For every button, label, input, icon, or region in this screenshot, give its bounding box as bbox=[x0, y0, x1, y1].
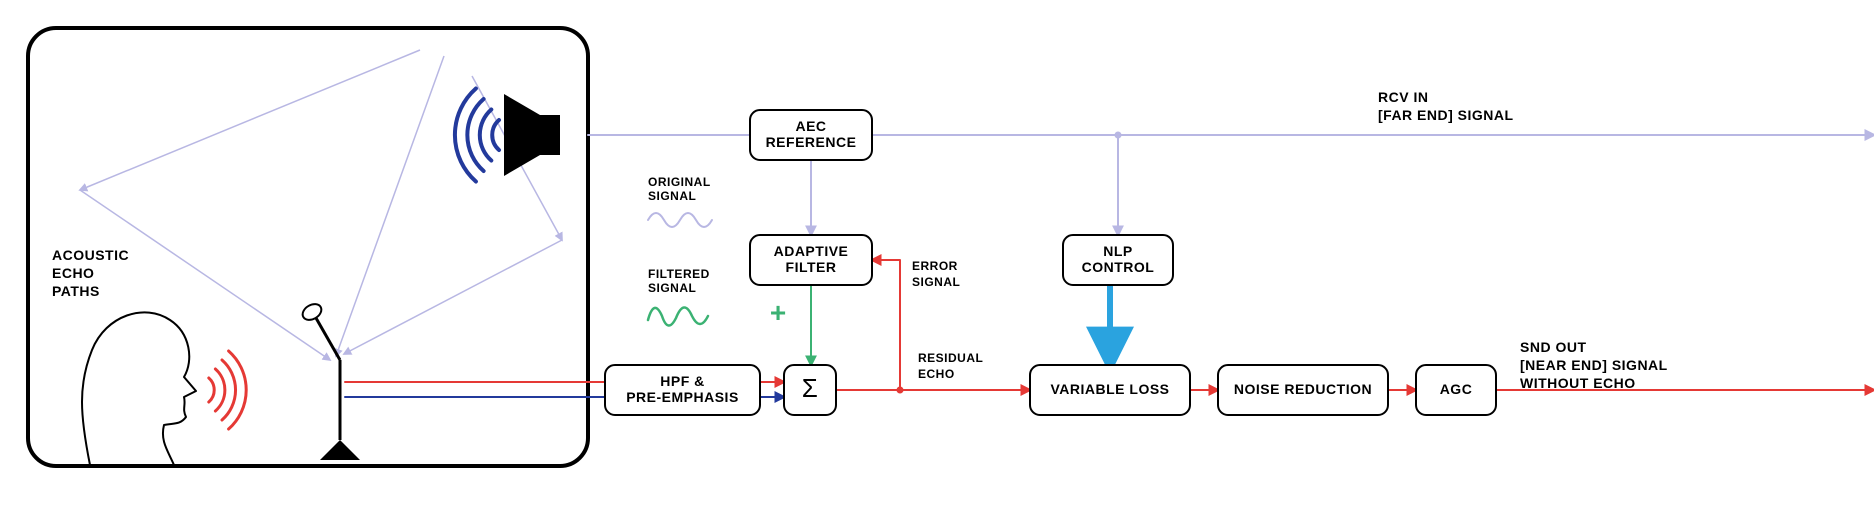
label-rcv-in: RCV IN[FAR END] SIGNAL bbox=[1378, 89, 1514, 123]
node-aec_reference: AECREFERENCE bbox=[750, 110, 872, 160]
plus-sign: + bbox=[770, 297, 786, 328]
filtered-signal-wave bbox=[648, 307, 708, 325]
edge-feedback_to_af bbox=[872, 260, 900, 390]
original-signal-wave bbox=[648, 213, 712, 227]
label-residual-echo: RESIDUALECHO bbox=[918, 351, 983, 381]
node-nlp_control: NLPCONTROL bbox=[1063, 235, 1173, 285]
label-filtered-signal: FILTEREDSIGNAL bbox=[648, 267, 710, 295]
label-original-signal: ORIGINALSIGNAL bbox=[648, 175, 711, 203]
node-hpf: HPF &PRE-EMPHASIS bbox=[605, 365, 760, 415]
label-error-signal: ERRORSIGNAL bbox=[912, 259, 960, 289]
svg-text:NOISE REDUCTION: NOISE REDUCTION bbox=[1234, 381, 1372, 397]
svg-text:AGC: AGC bbox=[1440, 381, 1473, 397]
node-variable_loss: VARIABLE LOSS bbox=[1030, 365, 1190, 415]
nodes: AECREFERENCE ADAPTIVEFILTER HPF &PRE-EMPHA… bbox=[605, 110, 1496, 415]
node-noise_reduction: NOISE REDUCTION bbox=[1218, 365, 1388, 415]
svg-text:Σ: Σ bbox=[802, 373, 819, 403]
node-agc: AGC bbox=[1416, 365, 1496, 415]
svg-text:VARIABLE LOSS: VARIABLE LOSS bbox=[1050, 381, 1169, 397]
node-adaptive_filter: ADAPTIVEFILTER bbox=[750, 235, 872, 285]
node-sum: Σ bbox=[784, 365, 836, 415]
label-snd-out: SND OUT[NEAR END] SIGNALWITHOUT ECHO bbox=[1520, 339, 1668, 391]
